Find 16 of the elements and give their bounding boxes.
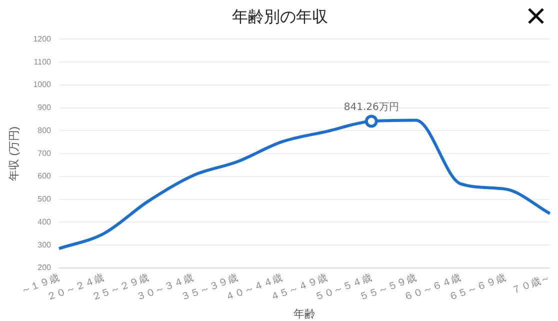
chart-title: 年齢別の年収 (232, 6, 328, 26)
y-tick-label: 200 (38, 263, 52, 272)
y-axis-title: 年収 (万円) (8, 126, 21, 181)
y-tick-label: 1000 (33, 80, 52, 90)
x-axis-title: 年齢 (293, 308, 316, 320)
y-tick-label: 700 (38, 148, 52, 158)
y-tick-label: 300 (38, 240, 52, 250)
y-tick-label: 900 (38, 103, 52, 112)
y-tick-label: 400 (38, 217, 52, 226)
x-tick-label: ７０歳～ (510, 272, 552, 297)
data-label: 841.26万円 (344, 102, 399, 113)
y-tick-label: 800 (38, 126, 52, 135)
y-tick-label: 600 (38, 172, 52, 181)
y-tick-label: 1200 (33, 34, 52, 44)
y-tick-label: 1100 (34, 57, 52, 66)
y-tick-label: 500 (38, 194, 52, 204)
